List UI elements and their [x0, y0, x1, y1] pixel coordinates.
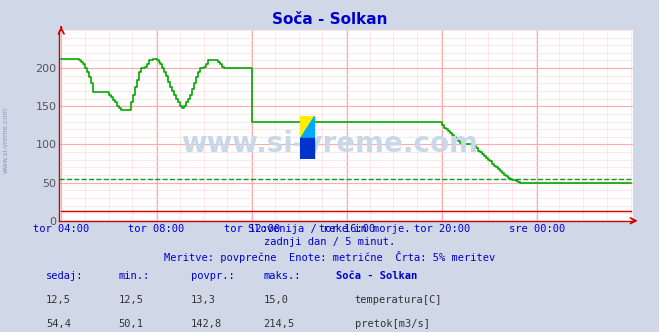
Text: www.si-vreme.com: www.si-vreme.com	[2, 106, 9, 173]
Polygon shape	[300, 138, 314, 159]
Text: www.si-vreme.com: www.si-vreme.com	[181, 130, 478, 158]
Text: 214,5: 214,5	[264, 319, 295, 329]
Text: 15,0: 15,0	[264, 295, 289, 305]
Text: Meritve: povprečne  Enote: metrične  Črta: 5% meritev: Meritve: povprečne Enote: metrične Črta:…	[164, 251, 495, 263]
Text: 12,5: 12,5	[119, 295, 144, 305]
Text: 54,4: 54,4	[46, 319, 71, 329]
Text: zadnji dan / 5 minut.: zadnji dan / 5 minut.	[264, 237, 395, 247]
Polygon shape	[300, 116, 314, 138]
Text: Slovenija / reke in morje.: Slovenija / reke in morje.	[248, 224, 411, 234]
Polygon shape	[300, 116, 314, 138]
Text: 50,1: 50,1	[119, 319, 144, 329]
Text: temperatura[C]: temperatura[C]	[355, 295, 442, 305]
Text: min.:: min.:	[119, 271, 150, 281]
Text: 12,5: 12,5	[46, 295, 71, 305]
Text: Soča - Solkan: Soča - Solkan	[336, 271, 417, 281]
Text: sedaj:: sedaj:	[46, 271, 84, 281]
Text: povpr.:: povpr.:	[191, 271, 235, 281]
Text: pretok[m3/s]: pretok[m3/s]	[355, 319, 430, 329]
Text: 142,8: 142,8	[191, 319, 222, 329]
Text: 13,3: 13,3	[191, 295, 216, 305]
Text: maks.:: maks.:	[264, 271, 301, 281]
Text: Soča - Solkan: Soča - Solkan	[272, 12, 387, 27]
